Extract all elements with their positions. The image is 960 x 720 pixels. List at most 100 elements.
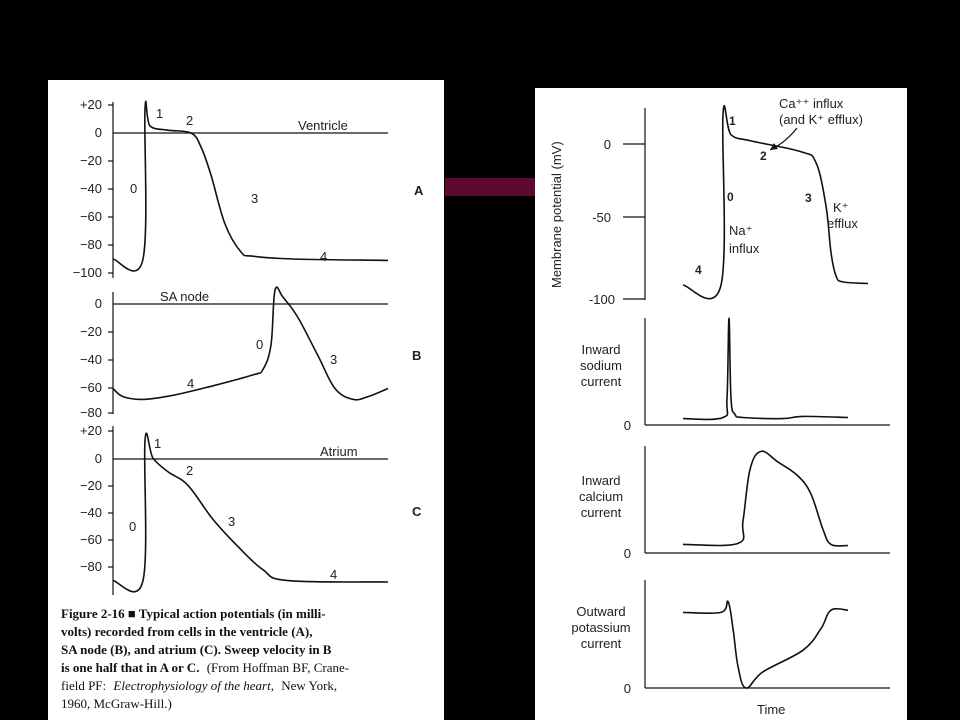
phase-label-2: 2 (186, 113, 193, 128)
phase-label-0: 0 (129, 519, 136, 534)
label-current: current (581, 374, 622, 389)
label-sa-node: SA node (160, 289, 209, 304)
panel-letter-a: A (414, 183, 424, 198)
tick-label: 0 (624, 418, 631, 433)
panel-letter-b: B (412, 348, 421, 363)
phase-label-1: 1 (729, 114, 736, 128)
panel-letter-c: C (412, 504, 422, 519)
tick-label: −20 (80, 478, 102, 493)
tick-label: −80 (80, 405, 102, 420)
label-outward: Outward (576, 604, 625, 619)
tick-label: 0 (624, 546, 631, 561)
membrane-potential-curve (682, 104, 869, 300)
label-potassium: potassium (571, 620, 630, 635)
tick-label: −60 (80, 380, 102, 395)
phase-label-3: 3 (805, 191, 812, 205)
caption-line-4: is one half that in A or C. (From Hoffma… (61, 660, 349, 675)
label-sodium: sodium (580, 358, 622, 373)
ion-current-panel: 0 -50 -100 Membrane potential (mV) 0 1 2… (535, 88, 907, 720)
chart-membrane-potential: 0 -50 -100 Membrane potential (mV) 0 1 2… (549, 96, 869, 307)
label-ventricle: Ventricle (298, 118, 348, 133)
figure-2-16-panel: +20 0 −20 −40 −60 −80 −100 Ventricle 0 1… (48, 80, 444, 720)
annotation-na: Na⁺ (729, 223, 752, 238)
caption-line-6: 1960, McGraw-Hill.) (61, 696, 172, 711)
phase-label-3: 3 (251, 191, 258, 206)
chart-ventricle: +20 0 −20 −40 −60 −80 −100 Ventricle 0 1… (73, 97, 424, 280)
chart-potassium-current: 0 Outward potassium current (571, 580, 890, 696)
tick-label: 0 (95, 296, 102, 311)
tick-label: −60 (80, 532, 102, 547)
connector-bar (445, 178, 535, 196)
phase-label-4: 4 (695, 263, 702, 277)
tick-label: −100 (73, 265, 102, 280)
y-axis-label-membrane: Membrane potential (mV) (549, 141, 564, 288)
phase-label-4: 4 (320, 249, 327, 264)
tick-label: −40 (80, 505, 102, 520)
tick-label: −60 (80, 209, 102, 224)
phase-label-1: 1 (154, 436, 161, 451)
caption-line-1: Figure 2-16 ■ Typical action potentials … (61, 606, 326, 621)
annotation-k: K⁺ (833, 200, 849, 215)
x-axis-label-time: Time (757, 702, 785, 717)
atrium-action-potential-curve (112, 432, 389, 593)
tick-label: 0 (95, 125, 102, 140)
chart-calcium-current: 0 Inward calcium current (579, 446, 890, 561)
caption-line-3: SA node (B), and atrium (C). Sweep veloc… (61, 642, 332, 657)
label-inward: Inward (581, 473, 620, 488)
tick-label: −20 (80, 324, 102, 339)
phase-label-3: 3 (228, 514, 235, 529)
potassium-current-curve (682, 600, 849, 689)
tick-label: −80 (80, 559, 102, 574)
caption-citation-authors: field PF: (61, 678, 106, 693)
tick-label: -50 (592, 210, 611, 225)
phase-label-2: 2 (760, 149, 767, 163)
label-calcium: calcium (579, 489, 623, 504)
phase-label-2: 2 (186, 463, 193, 478)
ventricle-action-potential-curve (112, 100, 389, 272)
annotation-ca-influx: Ca⁺⁺ influx (779, 96, 844, 111)
caption-line-5: field PF: Electrophysiology of the heart… (61, 678, 337, 693)
phase-label-0: 0 (130, 181, 137, 196)
tick-label: −40 (80, 352, 102, 367)
tick-label: −20 (80, 153, 102, 168)
caption-citation-start: (From Hoffman BF, Crane- (207, 660, 349, 675)
annotation-k-efflux: (and K⁺ efflux) (779, 112, 863, 127)
tick-label: +20 (80, 423, 102, 438)
annotation-arrowhead (770, 143, 778, 150)
phase-label-0: 0 (727, 190, 734, 204)
ion-current-svg: 0 -50 -100 Membrane potential (mV) 0 1 2… (549, 96, 890, 717)
label-current: current (581, 636, 622, 651)
tick-label: +20 (80, 97, 102, 112)
label-current: current (581, 505, 622, 520)
caption-line-2: volts) recorded from cells in the ventri… (61, 624, 313, 639)
label-inward: Inward (581, 342, 620, 357)
annotation-k-efflux-2: efflux (827, 216, 858, 231)
sodium-current-curve (682, 317, 849, 421)
phase-label-3: 3 (330, 352, 337, 367)
ticks-c: +20 0 −20 −40 −60 −80 (80, 423, 113, 574)
phase-label-0: 0 (256, 337, 263, 352)
ticks-a: +20 0 −20 −40 −60 −80 −100 (73, 97, 113, 280)
phase-label-4: 4 (330, 567, 337, 582)
caption-line-4-main: is one half that in A or C. (61, 660, 199, 675)
ticks-b: 0 −20 −40 −60 −80 (80, 296, 113, 420)
caption-citation-title: Electrophysiology of the heart, (112, 678, 274, 693)
calcium-current-curve (682, 450, 849, 547)
figure-2-16-svg: +20 0 −20 −40 −60 −80 −100 Ventricle 0 1… (61, 97, 424, 711)
tick-label: 0 (604, 137, 611, 152)
label-atrium: Atrium (320, 444, 358, 459)
chart-atrium: +20 0 −20 −40 −60 −80 Atrium 0 1 2 3 4 C (80, 423, 422, 595)
caption-citation-place: New York, (281, 678, 337, 693)
tick-label: −80 (80, 237, 102, 252)
phase-label-4: 4 (187, 376, 194, 391)
tick-label: -100 (589, 292, 615, 307)
sa-node-action-potential-curve (112, 286, 389, 401)
phase-label-1: 1 (156, 106, 163, 121)
chart-sa-node: 0 −20 −40 −60 −80 SA node 0 3 4 B (80, 286, 421, 420)
tick-label: 0 (624, 681, 631, 696)
tick-label: −40 (80, 181, 102, 196)
chart-sodium-current: 0 Inward sodium current (580, 317, 890, 433)
annotation-na-influx: influx (729, 241, 760, 256)
tick-label: 0 (95, 451, 102, 466)
figure-caption: Figure 2-16 ■ Typical action potentials … (61, 606, 349, 711)
